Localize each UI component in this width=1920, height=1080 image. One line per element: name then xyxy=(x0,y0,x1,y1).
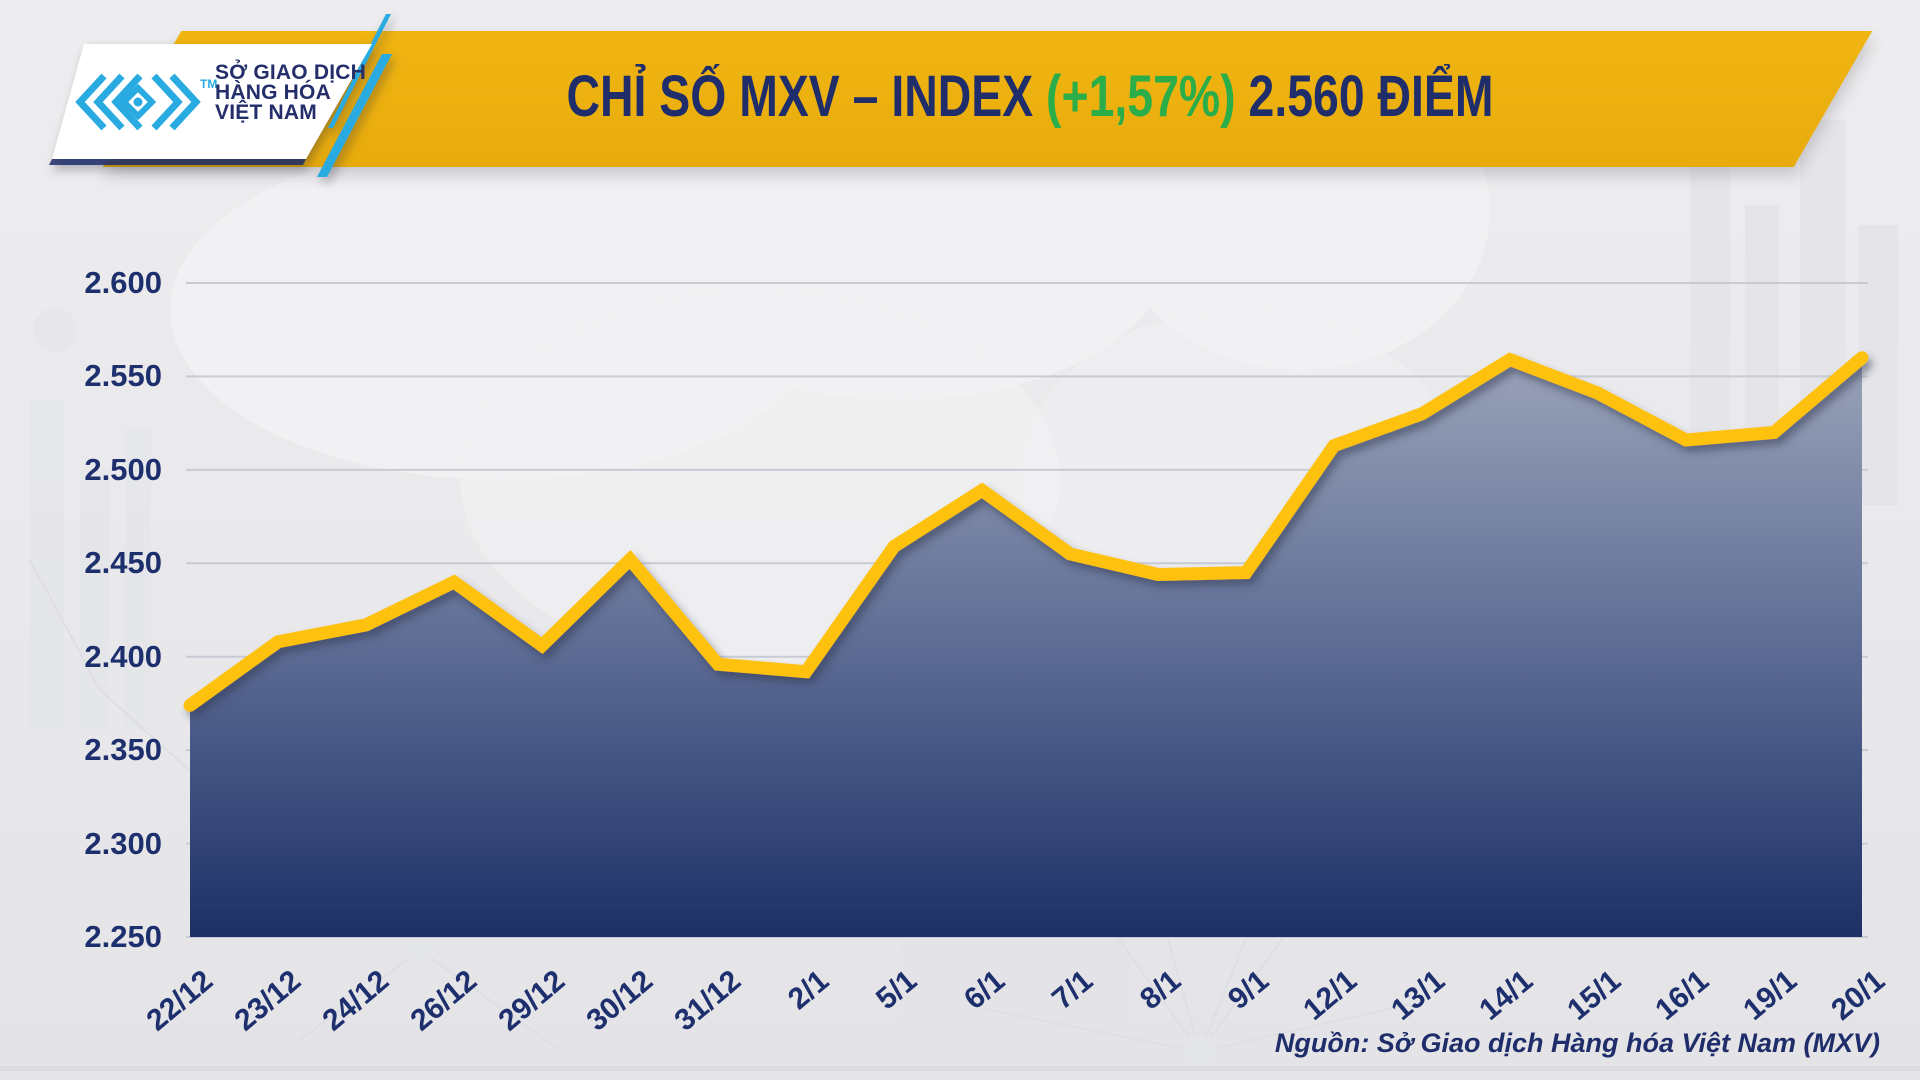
source-credit: Nguồn: Sở Giao dịch Hàng hóa Việt Nam (M… xyxy=(1274,1028,1880,1058)
title-text: CHỈ SỐ MXV – INDEX xyxy=(566,64,1047,129)
y-tick-label: 2.550 xyxy=(84,358,162,394)
cyan-slash-thick xyxy=(317,54,392,177)
mxv-logo: TM xyxy=(49,14,392,177)
logo-plate-underline xyxy=(49,159,306,165)
y-tick-label: 2.300 xyxy=(84,825,162,861)
title-points: 2.560 ĐIỂM xyxy=(1235,64,1494,129)
logo-line-2: HÀNG HÓA xyxy=(215,81,331,104)
index-line xyxy=(183,351,1869,712)
mark-center-dot xyxy=(133,97,143,107)
y-tick-label: 2.250 xyxy=(84,919,162,954)
logo-line-1: SỞ GIAO DỊCH xyxy=(215,61,366,84)
logo-text: SỞ GIAO DỊCH HÀNG HÓA VIỆT NAM xyxy=(215,61,366,124)
title-change-pct: (+1,57%) xyxy=(1046,64,1236,129)
y-tick-label: 2.350 xyxy=(84,732,162,768)
y-tick-label: 2.600 xyxy=(84,265,162,300)
logo-plate xyxy=(52,44,372,159)
y-tick-label: 2.450 xyxy=(84,545,162,581)
area-fill xyxy=(190,357,1862,937)
cyan-slash-thin xyxy=(328,14,391,128)
mxv-mark-icon xyxy=(75,73,201,131)
chart-title: CHỈ SỐ MXV – INDEX (+1,57%) 2.560 ĐIỂM xyxy=(358,64,1702,130)
y-tick-label: 2.400 xyxy=(84,638,162,674)
y-tick-label: 2.500 xyxy=(84,451,162,487)
trademark-label: TM xyxy=(200,77,217,91)
logo-line-3: VIỆT NAM xyxy=(215,101,317,124)
